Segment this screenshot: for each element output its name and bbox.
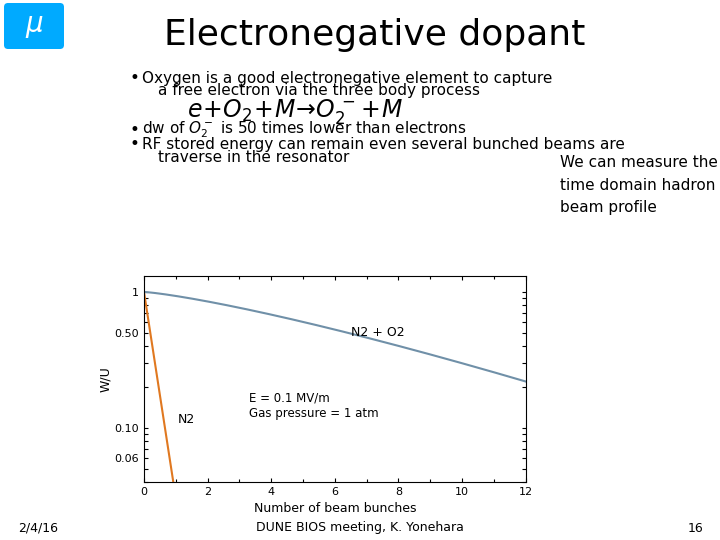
Text: RF stored energy can remain even several bunched beams are: RF stored energy can remain even several… (142, 137, 625, 152)
Text: •: • (130, 69, 140, 87)
Text: Electronegative dopant: Electronegative dopant (164, 18, 585, 52)
Text: N2: N2 (177, 413, 194, 426)
Text: $e\!+\!O_2\!+\!M\!\rightarrow\! O_2^{\,-}\!+\!M$: $e\!+\!O_2\!+\!M\!\rightarrow\! O_2^{\,-… (187, 98, 403, 126)
Text: Oxygen is a good electronegative element to capture: Oxygen is a good electronegative element… (142, 71, 552, 85)
Text: DUNE BIOS meeting, K. Yonehara: DUNE BIOS meeting, K. Yonehara (256, 522, 464, 535)
Text: a free electron via the three body process: a free electron via the three body proce… (158, 84, 480, 98)
FancyBboxPatch shape (4, 3, 64, 49)
Text: N2 + O2: N2 + O2 (351, 326, 405, 339)
Text: dw of $O_2^-$ is 50 times lower than electrons: dw of $O_2^-$ is 50 times lower than ele… (142, 120, 467, 140)
Y-axis label: W/U: W/U (99, 366, 112, 392)
Text: •: • (130, 135, 140, 153)
Text: 2/4/16: 2/4/16 (18, 522, 58, 535)
Text: •: • (130, 121, 140, 139)
Text: 16: 16 (688, 522, 703, 535)
Text: We can measure the
time domain hadron
beam profile: We can measure the time domain hadron be… (560, 156, 718, 215)
Text: $\mu$: $\mu$ (24, 12, 43, 39)
Text: traverse in the resonator: traverse in the resonator (158, 150, 349, 165)
Text: E = 0.1 MV/m
Gas pressure = 1 atm: E = 0.1 MV/m Gas pressure = 1 atm (249, 392, 379, 420)
X-axis label: Number of beam bunches: Number of beam bunches (253, 502, 416, 515)
